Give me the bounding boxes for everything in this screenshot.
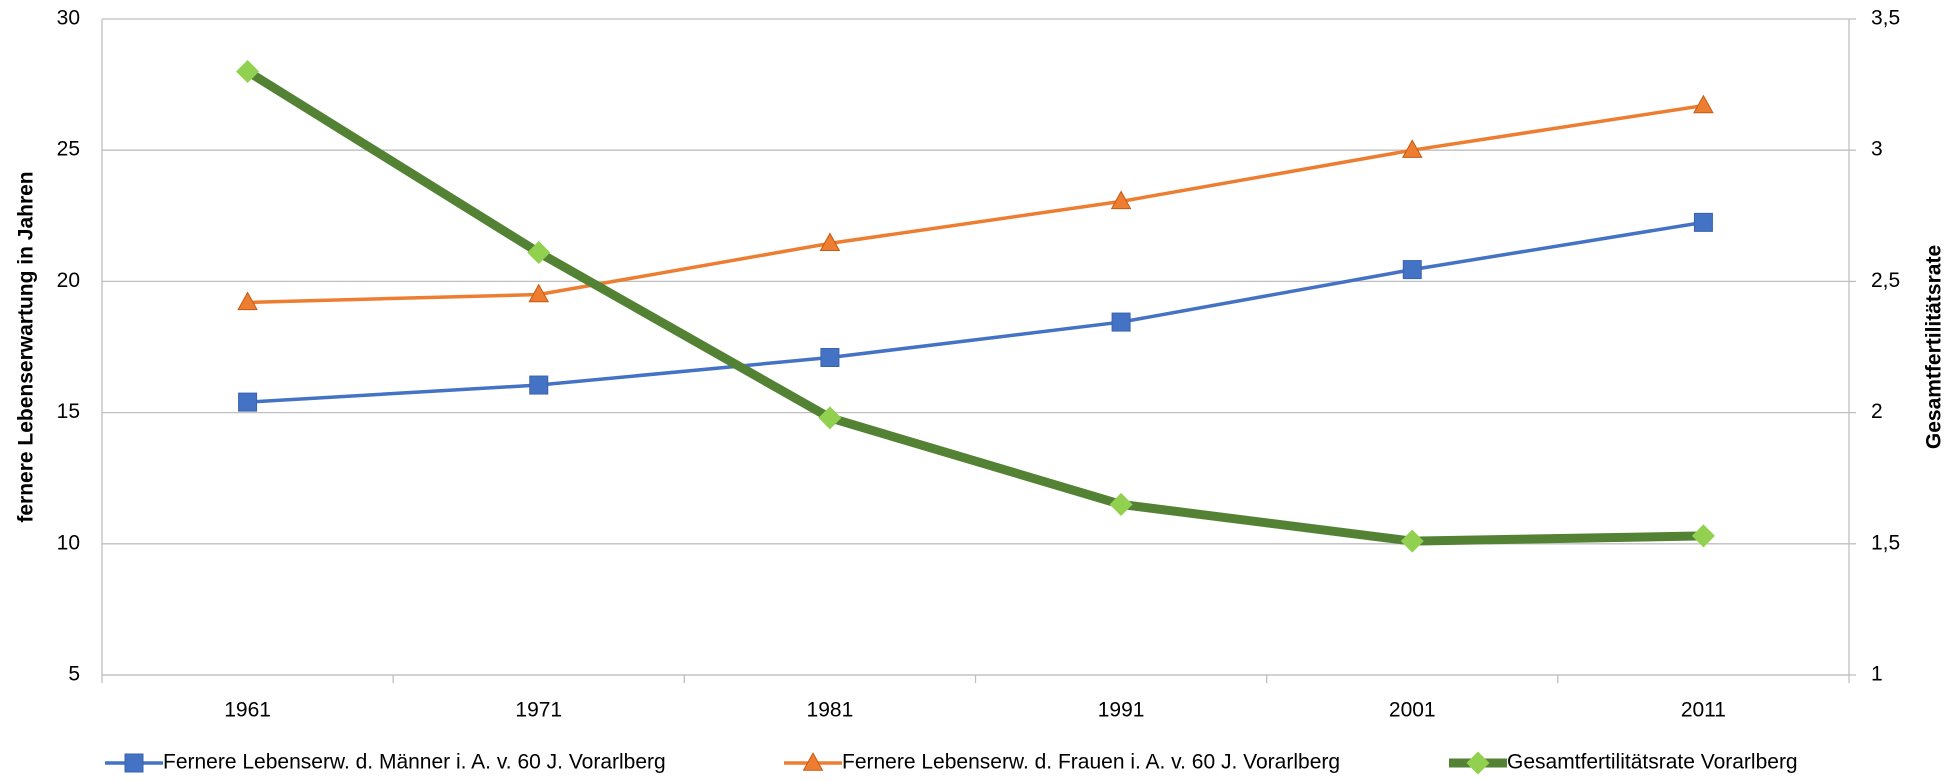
y-tick-label: 10 (57, 531, 80, 554)
data-point (1401, 139, 1423, 158)
y2-tick-label: 2 (1871, 400, 1883, 423)
data-point (1110, 190, 1132, 210)
x-tick-label: 2011 (1681, 699, 1726, 722)
data-point (527, 241, 551, 265)
y-tick-label: 20 (57, 269, 80, 292)
x-tick-label: 1961 (224, 699, 271, 722)
data-point (1693, 212, 1713, 232)
series-line (245, 67, 1704, 546)
data-point (1400, 529, 1424, 553)
legend-marker (1466, 751, 1490, 775)
x-tick-label: 1971 (515, 699, 562, 722)
x-tick-label: 1981 (807, 699, 854, 722)
data-point (1402, 260, 1422, 280)
y2-tick-label: 3 (1871, 138, 1883, 161)
y2-tick-label: 2,5 (1871, 269, 1900, 292)
y-tick-label: 30 (57, 7, 80, 30)
data-point (1691, 524, 1715, 548)
legend-label: Fernere Lebenserw. d. Frauen i. A. v. 60… (842, 751, 1340, 774)
data-point (237, 291, 258, 311)
y-tick-label: 15 (57, 400, 80, 423)
x-tick-label: 1991 (1098, 699, 1145, 722)
legend-label: Gesamtfertilitätsrate Vorarlberg (1507, 751, 1798, 774)
x-tick-label: 2001 (1389, 699, 1436, 722)
data-point (528, 283, 550, 303)
data-point (236, 59, 260, 83)
series-line (247, 103, 1704, 305)
data-point (1109, 492, 1133, 516)
legend-marker (802, 752, 824, 771)
data-point (1693, 94, 1714, 114)
legend-label: Fernere Lebenserw. d. Männer i. A. v. 60… (163, 751, 666, 774)
y2-tick-label: 3,5 (1871, 7, 1900, 30)
y-tick-label: 25 (57, 138, 80, 161)
data-point (818, 406, 842, 430)
data-point (238, 392, 258, 412)
data-point (820, 347, 840, 367)
data-point (529, 375, 549, 395)
data-point (1111, 312, 1131, 332)
y-tick-label: 5 (68, 663, 80, 686)
y-axis-label: fernere Lebenserwartung in Jahren (15, 171, 38, 522)
y2-tick-label: 1 (1871, 663, 1883, 686)
y2-axis-label: Gesamtfertilitätsrate (1923, 245, 1946, 449)
legend-marker (124, 753, 144, 773)
series-line (247, 220, 1704, 404)
data-point (819, 232, 841, 252)
y2-tick-label: 1,5 (1871, 531, 1900, 554)
